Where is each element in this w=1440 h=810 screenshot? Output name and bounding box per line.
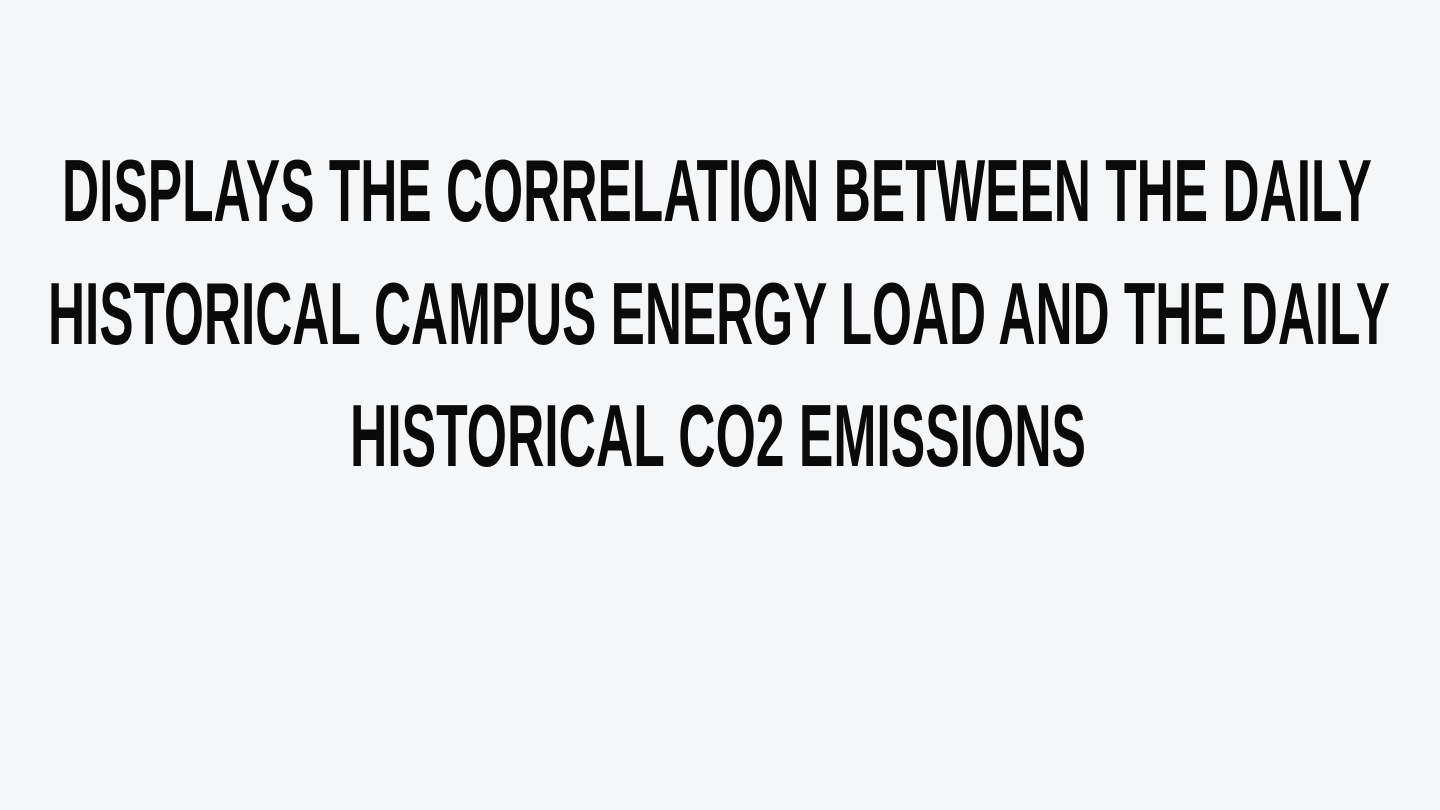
heading-line: DISPLAYS THE CORRELATION BETWEEN THE DAI… bbox=[62, 141, 1372, 240]
heading-line: HISTORICAL CAMPUS ENERGY LOAD AND THE DA… bbox=[48, 264, 1390, 363]
heading-line: HISTORICAL CO2 EMISSIONS bbox=[350, 386, 1086, 485]
